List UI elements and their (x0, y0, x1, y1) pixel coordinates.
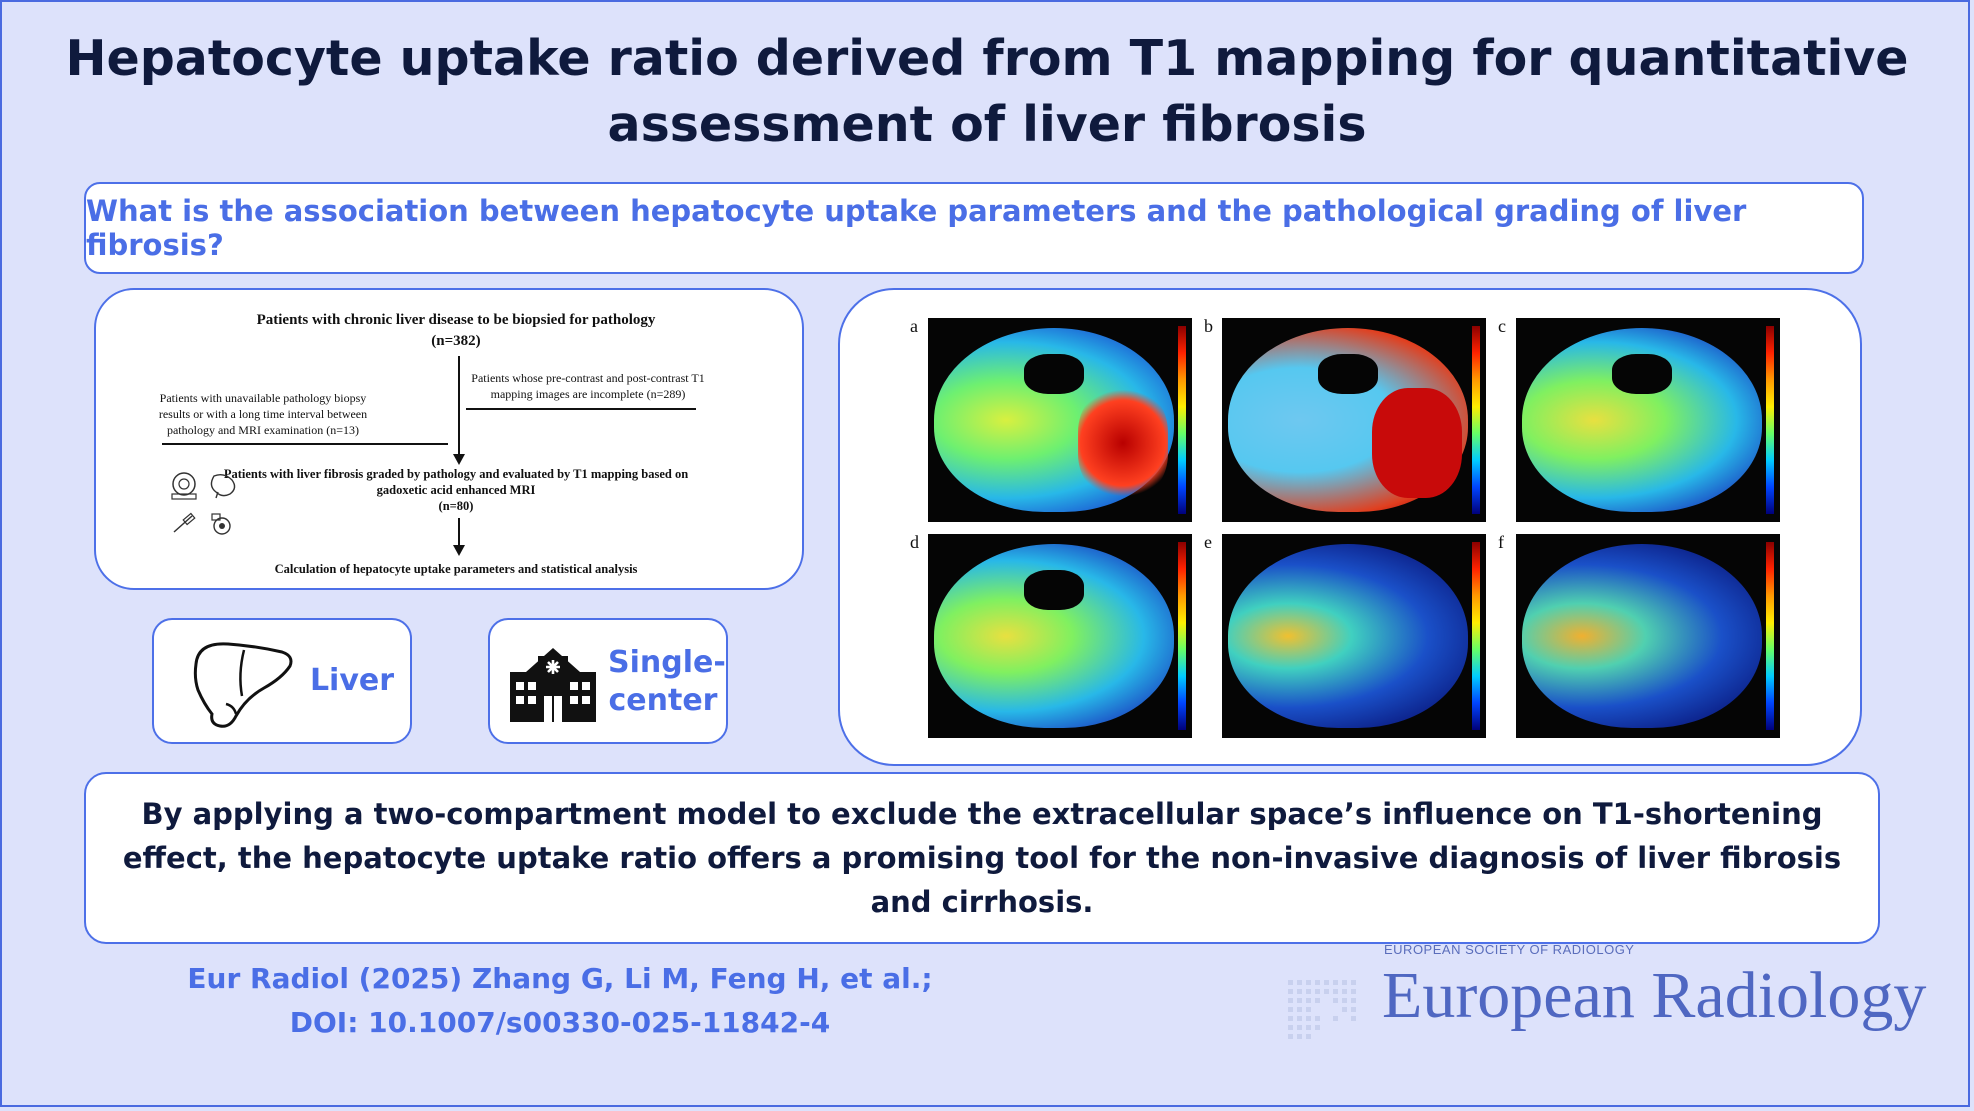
t1-map-panel-f (1516, 534, 1780, 738)
liver-tile: Liver (152, 618, 412, 744)
colorbar (1472, 326, 1480, 514)
esr-logo-mark (1288, 980, 1356, 1039)
flow-exclusion-right: Patients whose pre-contrast and post-con… (471, 371, 705, 401)
panel-letter-f: f (1498, 532, 1504, 552)
flow-exclusion-right-line (466, 408, 696, 410)
mri-scanner-icon (171, 472, 236, 535)
single-center-tile-label-line2: center (608, 683, 718, 718)
citation-doi: DOI: 10.1007/s00330-025-11842-4 (289, 1006, 831, 1039)
t1-map-panel-a (928, 318, 1192, 522)
t1-map-panel-c (1516, 318, 1780, 522)
panel-letter-c: c (1498, 316, 1506, 336)
t1-map-images-box: a b c d e f (838, 288, 1862, 766)
single-center-tile: Single- center (488, 618, 728, 744)
flow-exclusion-left: Patients with unavailable pathology biop… (158, 391, 368, 437)
esr-society-name: EUROPEAN SOCIETY OF RADIOLOGY (1384, 942, 1635, 957)
t1-map-panel-d (928, 534, 1192, 738)
panel-letter-d: d (910, 532, 919, 552)
liver-tile-label: Liver (309, 663, 395, 698)
flow-arrow-1 (458, 356, 460, 454)
colorbar (1766, 542, 1774, 730)
journal-name: European Radiology (1382, 959, 1927, 1032)
colorbar (1178, 326, 1186, 514)
flow-exclusion-left-line (162, 443, 448, 445)
colorbar (1472, 542, 1480, 730)
page-title: Hepatocyte uptake ratio derived from T1 … (65, 30, 1909, 153)
single-center-tile-label-line1: Single- (608, 645, 726, 680)
flowchart-box: Patients with chronic liver disease to b… (94, 288, 804, 590)
t1-map-panel-e (1222, 534, 1486, 738)
flow-arrow-1-head (453, 454, 465, 465)
flow-arrow-2 (458, 518, 460, 546)
flow-step-1: Patients with chronic liver disease to b… (256, 312, 656, 328)
t1-map-panel-b (1222, 318, 1486, 522)
flow-step-2: Patients with liver fibrosis graded by p… (223, 467, 689, 497)
panel-letter-e: e (1204, 532, 1212, 552)
panel-letter-b: b (1204, 316, 1213, 336)
colorbar (1766, 326, 1774, 514)
hospital-icon (510, 648, 596, 722)
citation-line-1: Eur Radiol (2025) Zhang G, Li M, Feng H,… (187, 962, 933, 995)
research-question-box: What is the association between hepatocy… (84, 182, 1864, 274)
colorbar (1178, 542, 1186, 730)
liver-icon (193, 642, 293, 728)
flow-step-1-count: (n=382) (431, 333, 481, 349)
conclusion-box: By applying a two-compartment model to e… (84, 772, 1880, 944)
panel-letter-a: a (910, 316, 918, 336)
research-question: What is the association between hepatocy… (86, 194, 1747, 262)
conclusion-text: By applying a two-compartment model to e… (122, 797, 1842, 919)
flow-step-2-count: (n=80) (438, 499, 474, 513)
flow-step-3: Calculation of hepatocyte uptake paramet… (274, 562, 638, 576)
flow-arrow-2-head (453, 545, 465, 556)
